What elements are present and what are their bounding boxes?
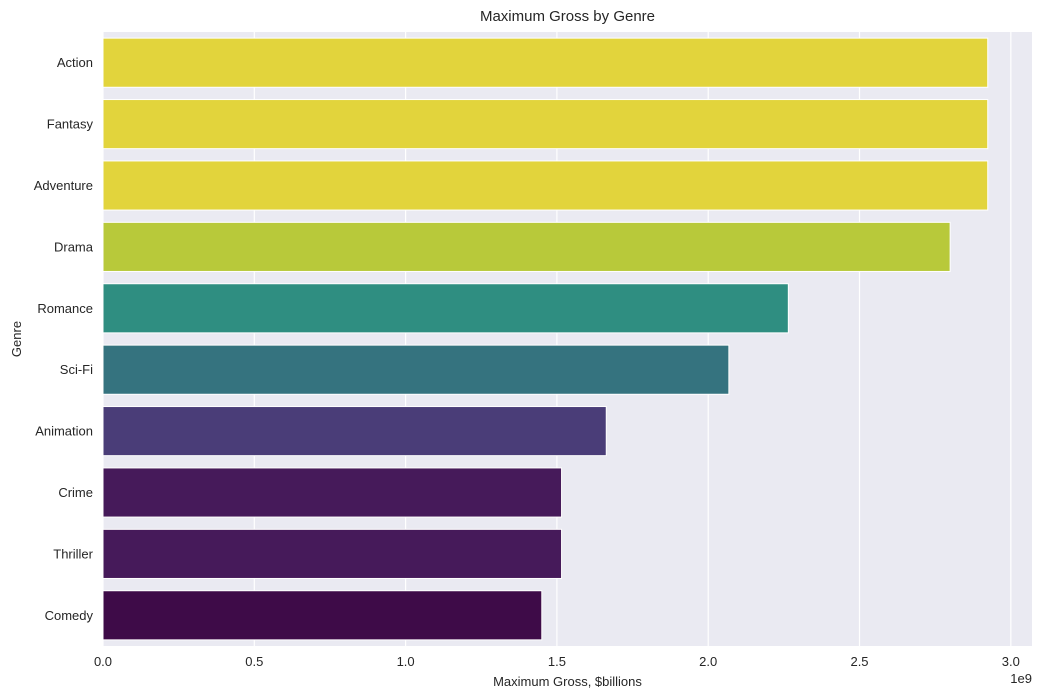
bar-sci-fi: [102, 344, 730, 395]
y-tick-label: Crime: [58, 485, 93, 500]
y-axis-label: Genre: [9, 321, 24, 357]
y-tick-label: Romance: [37, 301, 93, 316]
y-tick-label: Sci-Fi: [60, 362, 93, 377]
bar-animation: [102, 406, 607, 457]
bar-comedy: [102, 590, 543, 641]
bar-adventure: [102, 160, 989, 211]
chart-title: Maximum Gross by Genre: [480, 8, 655, 25]
x-tick-label: 2.5: [850, 654, 868, 669]
bar-drama: [102, 221, 951, 272]
y-tick-label: Adventure: [34, 178, 93, 193]
x-axis-label: Maximum Gross, $billions: [493, 674, 642, 689]
bar-crime: [102, 467, 563, 518]
bar-thriller: [102, 528, 563, 579]
x-tick-labels: 0.0 0.5 1.0 1.5 2.0 2.5 3.0: [94, 654, 1020, 669]
y-tick-label: Animation: [35, 424, 93, 439]
y-tick-labels: Action Fantasy Adventure Drama Romance Sci-Fi…: [34, 55, 94, 623]
bar-action: [102, 37, 989, 88]
y-tick-label: Fantasy: [47, 117, 94, 132]
x-tick-label: 0.5: [245, 654, 263, 669]
y-tick-label: Action: [57, 55, 93, 70]
x-tick-label: 3.0: [1002, 654, 1020, 669]
bar-romance: [102, 283, 789, 334]
x-tick-label: 0.0: [94, 654, 112, 669]
x-tick-label: 2.0: [699, 654, 717, 669]
y-tick-label: Drama: [54, 239, 94, 254]
x-tick-label: 1.0: [397, 654, 415, 669]
x-tick-label: 1.5: [548, 654, 566, 669]
x-axis-offset-text: 1e9: [1010, 671, 1032, 686]
y-tick-label: Thriller: [53, 546, 93, 561]
bar-fantasy: [102, 99, 989, 150]
y-tick-label: Comedy: [45, 608, 94, 623]
bars: [102, 37, 989, 641]
